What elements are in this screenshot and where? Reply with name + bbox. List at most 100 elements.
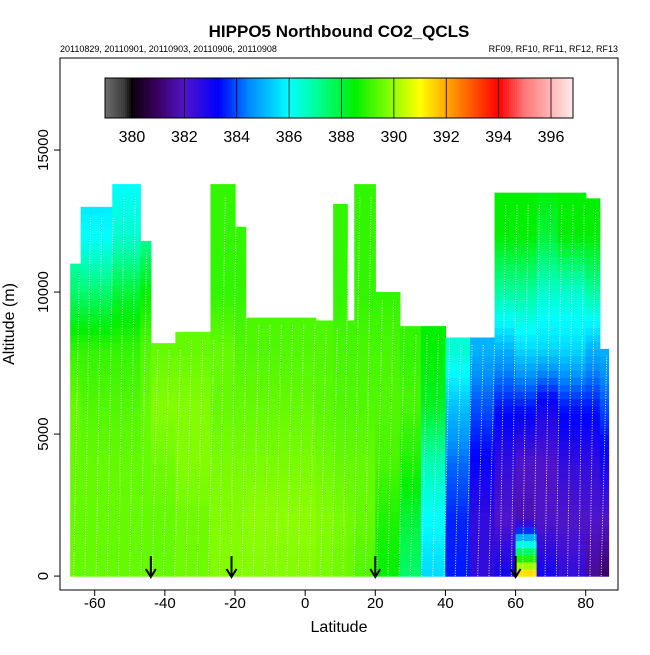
data-cell xyxy=(585,490,601,499)
colorbar-swatch xyxy=(121,78,124,118)
data-cell xyxy=(112,434,141,442)
colorbar-swatch xyxy=(323,78,326,118)
data-cell xyxy=(515,228,538,236)
data-cell xyxy=(80,263,113,272)
data-cell xyxy=(585,448,601,456)
data-cell xyxy=(210,391,236,400)
data-cell xyxy=(315,519,334,527)
colorbar-tick-label: 380 xyxy=(119,129,146,146)
data-cell xyxy=(557,561,587,570)
data-cell xyxy=(557,405,587,414)
colorbar-swatch xyxy=(301,78,304,118)
colorbar-tick-label: 394 xyxy=(485,129,512,146)
colorbar-swatch xyxy=(113,78,116,118)
data-cell xyxy=(347,561,355,570)
data-cell xyxy=(235,341,247,350)
data-cell xyxy=(150,512,176,520)
data-cell xyxy=(150,377,176,385)
data-cell xyxy=(112,355,141,364)
data-cell xyxy=(245,505,317,513)
data-cell xyxy=(315,448,334,456)
data-cell xyxy=(515,561,538,570)
data-cell xyxy=(354,363,376,371)
data-cell xyxy=(315,547,334,556)
data-cell xyxy=(80,213,113,222)
data-cell xyxy=(140,469,152,478)
colorbar-swatch xyxy=(287,78,290,118)
data-cell xyxy=(150,462,176,471)
colorbar-swatch xyxy=(189,78,192,118)
data-cell xyxy=(112,327,141,336)
data-cell xyxy=(557,462,587,471)
colorbar-swatch xyxy=(139,78,142,118)
x-tick-label: -40 xyxy=(154,595,176,612)
colorbar-swatch xyxy=(335,78,338,118)
data-cell xyxy=(112,363,141,371)
data-cell xyxy=(245,434,317,442)
data-cell xyxy=(175,505,212,513)
colorbar-swatch xyxy=(373,78,376,118)
data-cell xyxy=(375,306,401,314)
data-cell xyxy=(347,434,355,442)
flight-track xyxy=(297,325,305,577)
data-cell xyxy=(515,426,538,435)
data-cell xyxy=(599,391,610,400)
data-cell xyxy=(399,512,422,520)
data-cell xyxy=(245,526,317,535)
data-cell xyxy=(235,533,247,542)
data-cell xyxy=(150,483,176,492)
data-cell xyxy=(80,554,113,563)
colorbar-swatch xyxy=(347,78,350,118)
colorbar-swatch xyxy=(149,78,152,118)
data-cell xyxy=(557,505,587,513)
data-cell xyxy=(112,448,141,456)
data-cell xyxy=(112,199,141,208)
colorbar-swatch xyxy=(417,78,420,118)
colorbar-swatch xyxy=(231,78,234,118)
data-cell xyxy=(557,242,587,251)
data-cell xyxy=(557,313,587,322)
data-cell xyxy=(112,426,141,435)
colorbar-tick-label: 392 xyxy=(433,129,460,146)
data-cell xyxy=(445,355,471,364)
colorbar-swatch xyxy=(437,78,440,118)
data-cell xyxy=(515,199,538,208)
data-cell xyxy=(347,377,355,385)
data-cell xyxy=(70,341,82,350)
colorbar-swatch xyxy=(205,78,208,118)
flight-track xyxy=(578,204,585,577)
x-tick-label: 0 xyxy=(301,595,309,612)
colorbar-swatch xyxy=(419,78,422,118)
data-cell xyxy=(210,490,236,499)
data-cell xyxy=(354,377,376,385)
colorbar-tick-label: 396 xyxy=(538,129,565,146)
data-cell xyxy=(375,547,401,556)
x-tick-label: 60 xyxy=(507,595,524,612)
data-cell xyxy=(347,426,355,435)
data-cell xyxy=(420,483,447,492)
flight-track xyxy=(499,204,507,577)
data-cell xyxy=(245,355,317,364)
data-cell xyxy=(354,370,376,378)
data-cell xyxy=(70,490,82,499)
data-cell xyxy=(315,469,334,478)
data-cell xyxy=(585,284,601,293)
data-cell xyxy=(599,476,610,485)
colorbar-swatch xyxy=(377,78,380,118)
data-cell xyxy=(536,199,559,208)
data-cell xyxy=(347,384,355,393)
data-cell xyxy=(112,228,141,236)
data-cell xyxy=(235,313,247,322)
colorbar-swatch xyxy=(369,78,372,118)
flight-track xyxy=(129,195,136,577)
data-cell xyxy=(494,547,517,556)
data-cell xyxy=(175,469,212,478)
data-cell xyxy=(354,355,376,364)
data-cell xyxy=(333,384,348,393)
data-cell xyxy=(347,348,355,357)
data-cell xyxy=(140,284,152,293)
data-cell xyxy=(585,277,601,286)
data-cell xyxy=(557,284,587,293)
data-cell xyxy=(80,448,113,456)
data-cell xyxy=(420,540,447,549)
